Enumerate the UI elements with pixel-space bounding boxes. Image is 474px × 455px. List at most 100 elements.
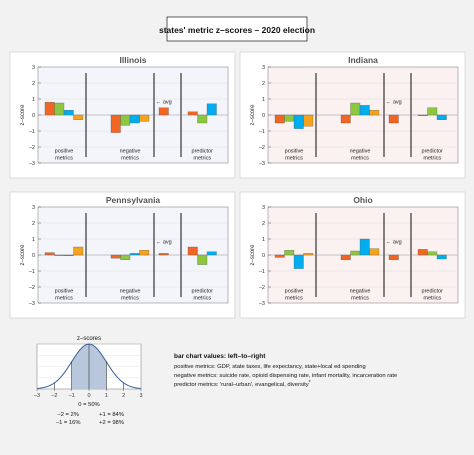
y-axis-label: z–score xyxy=(250,244,256,266)
group-label: positive xyxy=(285,289,304,295)
group-label: metrics xyxy=(423,155,441,161)
y-tick-label: –1 xyxy=(259,269,265,275)
notes-heading: bar chart values: left–to–right xyxy=(174,353,266,360)
group-label: metrics xyxy=(193,295,211,301)
y-tick-label: 2 xyxy=(262,81,265,87)
panel-indiana: Indiana–3–2–10123z–scorepositivemetricsn… xyxy=(239,51,466,179)
notes-line-predictor-text: predictor metrics: 'rural–urban', evange… xyxy=(174,382,309,388)
bar xyxy=(350,250,361,256)
y-tick-label: –1 xyxy=(259,129,265,135)
notes-line-negative: negative metrics: suicide rate, opioid d… xyxy=(174,373,397,379)
bar xyxy=(110,114,121,133)
y-tick-label: –1 xyxy=(29,129,35,135)
bar xyxy=(388,254,399,260)
group-label: positive xyxy=(55,149,74,155)
dist-x-tick-label: 2 xyxy=(122,393,125,399)
bar xyxy=(139,114,150,122)
avg-label: ← avg xyxy=(156,99,172,105)
y-axis-label: z–score xyxy=(250,104,256,126)
bar xyxy=(293,114,304,129)
bar xyxy=(120,254,131,260)
avg-label: ← avg xyxy=(386,239,402,245)
group-label: predictor xyxy=(192,149,214,155)
bar xyxy=(63,110,74,116)
bar xyxy=(197,254,208,265)
y-tick-label: –2 xyxy=(29,145,35,151)
notes-line-positive: positive metrics: GDP, state taxes, life… xyxy=(174,364,366,370)
y-tick-label: 3 xyxy=(262,205,265,211)
dist-x-tick-label: –3 xyxy=(34,393,40,399)
group-label: metrics xyxy=(285,295,303,301)
bar xyxy=(388,114,399,124)
y-axis-label: z–score xyxy=(20,104,26,126)
y-tick-label: 1 xyxy=(262,237,265,243)
group-label: metrics xyxy=(55,155,73,161)
bar xyxy=(158,107,169,116)
panel-illinois: Illinois–3–2–10123z–scorepositivemetrics… xyxy=(9,51,236,179)
bar xyxy=(284,114,295,122)
bar xyxy=(206,103,217,116)
bar xyxy=(129,114,140,124)
group-label: metrics xyxy=(351,295,369,301)
bar xyxy=(63,254,74,256)
bar xyxy=(139,250,150,256)
bar xyxy=(284,250,295,256)
y-tick-label: 1 xyxy=(262,97,265,103)
dist-x-tick-label: –1 xyxy=(69,393,75,399)
panel-title: Illinois xyxy=(120,55,147,65)
dist-x-tick-label: 0 xyxy=(87,393,90,399)
bar xyxy=(44,102,55,116)
bar xyxy=(73,246,84,256)
y-tick-label: 2 xyxy=(32,221,35,227)
y-tick-label: 0 xyxy=(262,253,265,259)
avg-label: ← avg xyxy=(386,99,402,105)
bar xyxy=(110,254,121,259)
dist-note-left: –1 = 16% xyxy=(56,420,81,426)
dist-note-right: +1 = 84% xyxy=(99,412,124,418)
group-label: predictor xyxy=(422,289,444,295)
bar xyxy=(340,254,351,260)
y-tick-label: –3 xyxy=(259,161,265,167)
y-tick-label: –3 xyxy=(29,301,35,307)
bar xyxy=(417,114,428,116)
y-tick-label: 0 xyxy=(32,253,35,259)
bar xyxy=(44,252,55,256)
panel-title: Ohio xyxy=(353,195,372,205)
group-label: metrics xyxy=(121,295,139,301)
y-tick-label: 2 xyxy=(262,221,265,227)
group-label: predictor xyxy=(192,289,214,295)
footnote-mark: * xyxy=(309,380,311,386)
group-label: predictor xyxy=(422,149,444,155)
bar xyxy=(359,238,370,256)
y-tick-label: 0 xyxy=(262,113,265,119)
group-label: negative xyxy=(350,149,371,155)
y-tick-label: 1 xyxy=(32,97,35,103)
dist-note-right: +2 = 98% xyxy=(99,420,124,426)
bar xyxy=(436,254,447,260)
y-tick-label: 2 xyxy=(32,81,35,87)
bar xyxy=(54,102,65,116)
bar xyxy=(158,253,169,256)
figure-title: states' metric z–scores – 2020 election xyxy=(159,25,315,35)
dist-title: z–scores xyxy=(77,336,101,342)
dist-x-tick-label: 3 xyxy=(139,393,142,399)
y-tick-label: 3 xyxy=(262,65,265,71)
bar xyxy=(303,114,314,127)
group-label: metrics xyxy=(285,155,303,161)
group-label: positive xyxy=(285,149,304,155)
y-tick-label: –2 xyxy=(29,285,35,291)
bar xyxy=(427,107,438,116)
dist-x-tick-label: 1 xyxy=(105,393,108,399)
y-tick-label: –3 xyxy=(259,301,265,307)
y-tick-label: –2 xyxy=(259,285,265,291)
group-label: metrics xyxy=(55,295,73,301)
figure-title-box: states' metric z–scores – 2020 election xyxy=(159,16,315,42)
y-tick-label: 3 xyxy=(32,205,35,211)
bar xyxy=(303,253,314,256)
bar xyxy=(369,248,380,256)
normal-distribution-chart: z–scores –3 –2 –1 0 1 2 3 0 = 50%–2 = 2% –1 = 16%… xyxy=(34,336,143,426)
bar xyxy=(417,249,428,256)
bar xyxy=(369,110,380,116)
panel-pennsylvania: Pennsylvania–3–2–10123z–scorepositivemet… xyxy=(9,191,236,319)
bar xyxy=(350,102,361,116)
